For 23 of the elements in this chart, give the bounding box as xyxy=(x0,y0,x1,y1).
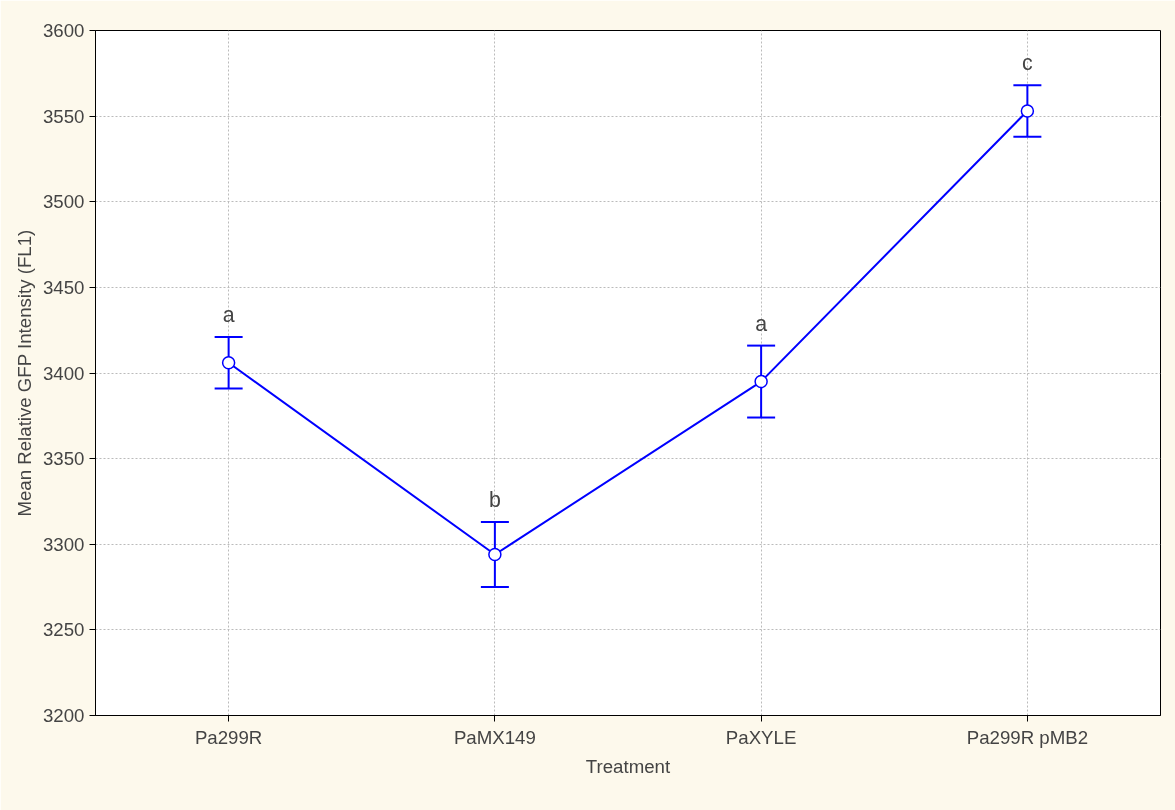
annotation: c xyxy=(1022,51,1034,76)
y-tick-label: 3600 xyxy=(43,20,85,41)
y-tick-label: 3350 xyxy=(43,448,85,470)
y-tick-label: 3300 xyxy=(43,533,85,555)
x-tick-label: PaMX149 xyxy=(453,726,536,748)
point xyxy=(221,355,236,370)
annotation: a xyxy=(222,303,235,328)
x-tick-label: PaXYLE xyxy=(725,726,797,748)
x-tick-label: Pa299R pMB2 xyxy=(966,726,1089,748)
point xyxy=(1020,104,1035,118)
y-tick-label: 3550 xyxy=(43,105,85,127)
annotation: b xyxy=(488,487,501,512)
y-tick-label: 3500 xyxy=(43,191,85,213)
y-tick-label: 3450 xyxy=(43,276,85,298)
point xyxy=(488,547,502,562)
y-tick-label: 3250 xyxy=(43,619,85,641)
point xyxy=(754,374,768,389)
y-axis-title: Mean Relative GFP Intensity (FL1) xyxy=(14,229,35,517)
y-tick-label: 3400 xyxy=(43,362,85,384)
x-axis-title: Treatment xyxy=(585,755,671,777)
x-tick-label: Pa299R xyxy=(194,726,263,748)
annotation: a xyxy=(755,311,768,336)
y-tick-label: 3200 xyxy=(43,705,85,726)
